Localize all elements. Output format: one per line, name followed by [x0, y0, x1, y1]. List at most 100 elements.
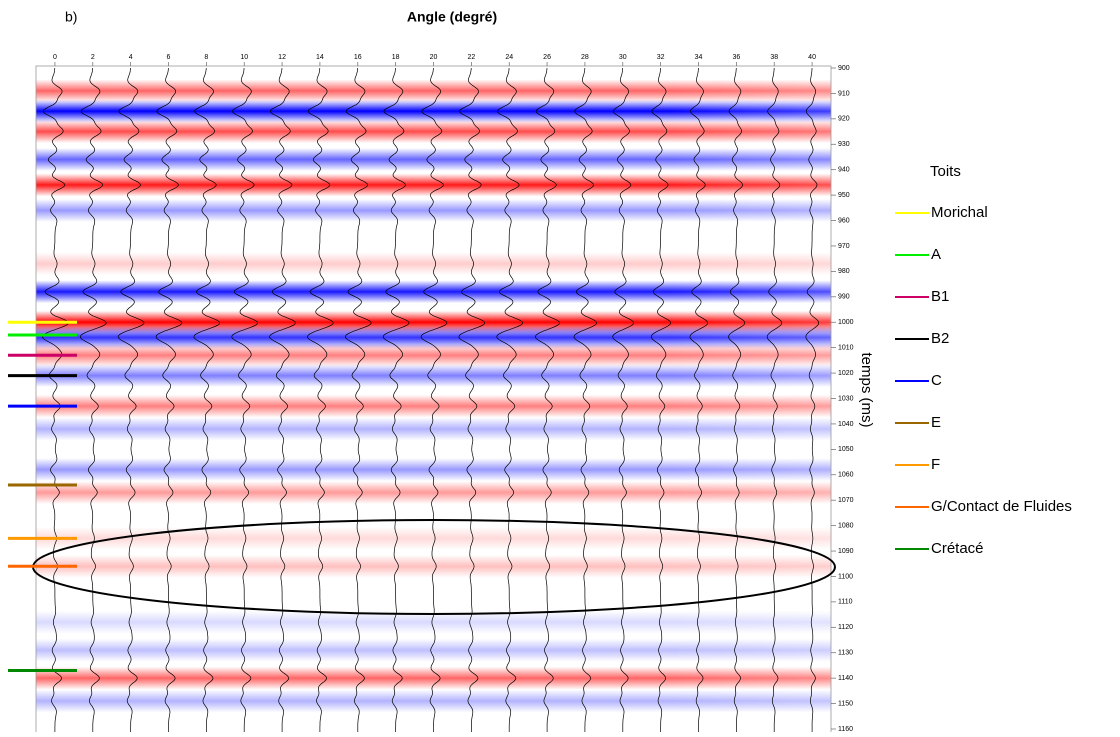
trace	[307, 67, 334, 735]
trace	[573, 68, 597, 735]
x-tick-label: 32	[657, 54, 665, 61]
y-tick-label: 990	[838, 294, 850, 301]
trace	[458, 68, 485, 735]
x-tick-label: 12	[278, 54, 286, 61]
y-tick-label: 1070	[838, 497, 854, 504]
trace	[535, 67, 560, 735]
reflector-band	[36, 326, 831, 349]
reflector-band	[36, 638, 831, 662]
trace	[420, 67, 448, 735]
reflector-band	[36, 148, 831, 171]
x-tick-label: 16	[354, 54, 362, 61]
trace	[650, 67, 671, 735]
y-tick-label: 960	[838, 217, 850, 224]
y-tick-label: 1150	[838, 700, 853, 707]
y-tick-label: 1030	[838, 395, 854, 402]
traces	[42, 67, 820, 735]
y-tick-label: 940	[838, 167, 850, 174]
x-tick-label: 2	[91, 54, 95, 61]
legend-label: E	[931, 414, 941, 431]
x-tick-label: 8	[204, 54, 208, 61]
y-tick-label: 1090	[838, 548, 854, 555]
x-tick-label: 22	[467, 54, 475, 61]
x-tick-label: 14	[316, 54, 324, 61]
legend-label: G/Contact de Fluides	[931, 498, 1072, 515]
legend-label: Morichal	[931, 204, 988, 221]
x-tick-label: 40	[808, 54, 816, 61]
reflector-band	[36, 481, 831, 505]
y-tick-label: 1060	[838, 472, 854, 479]
legend-label: Crétacé	[931, 540, 984, 557]
trace	[766, 67, 783, 735]
panel-label: b)	[65, 9, 77, 25]
trace	[728, 67, 746, 735]
x-tick-label: 20	[430, 54, 438, 61]
trace	[689, 68, 708, 735]
trace	[155, 67, 183, 735]
y-tick-label: 1110	[838, 599, 853, 606]
axes-and-legend: 0 2 4 6 8 10 12 14 16 18 20 22 24 26 28 30 32 34 36 38 40900…	[8, 54, 1072, 733]
trace	[345, 67, 372, 735]
y-tick-label: 950	[838, 192, 850, 199]
legend-label: B1	[931, 288, 949, 305]
reflector-band	[36, 79, 831, 103]
y-tick-label: 1010	[838, 344, 854, 351]
trace	[269, 67, 296, 735]
trace	[117, 67, 145, 735]
reflector-band	[36, 173, 831, 197]
y-tick-label: 1130	[838, 650, 853, 657]
y-tick-label: 900	[838, 65, 850, 72]
y-tick-label: 1160	[838, 726, 853, 732]
trace	[496, 67, 523, 735]
reflector-band	[36, 417, 831, 441]
reflector-band	[36, 364, 831, 388]
y-tick-label: 1100	[838, 573, 853, 580]
trace	[612, 67, 634, 735]
y-tick-label: 910	[838, 90, 850, 97]
trace	[805, 68, 820, 735]
y-tick-label: 1040	[838, 421, 854, 428]
reflector-bands	[36, 79, 831, 713]
reflector-band	[36, 280, 831, 304]
x-tick-label: 4	[129, 54, 133, 61]
reflector-band	[36, 198, 831, 222]
x-tick-label: 18	[392, 54, 400, 61]
x-tick-label: 28	[581, 54, 589, 61]
trace	[42, 67, 69, 735]
reflector-band	[36, 689, 831, 713]
x-tick-label: 34	[695, 54, 703, 61]
reflector-band	[36, 120, 831, 143]
trace	[382, 67, 410, 735]
x-tick-label: 38	[770, 54, 778, 61]
y-tick-label: 920	[838, 116, 850, 123]
x-tick-label: 24	[505, 54, 513, 61]
y-tick-label: 1080	[838, 522, 854, 529]
y-axis-label: temps (ms)	[858, 353, 875, 428]
reflector-band	[36, 343, 831, 367]
y-tick-label: 1050	[838, 446, 854, 453]
y-tick-label: 1000	[838, 319, 854, 326]
reflector-band	[36, 526, 831, 550]
legend-label: B2	[931, 330, 949, 347]
reflector-band	[36, 666, 831, 690]
x-tick-label: 30	[619, 54, 627, 61]
x-tick-label: 26	[543, 54, 551, 61]
reflector-band	[36, 610, 831, 634]
reflector-band	[36, 458, 831, 482]
y-tick-label: 930	[838, 141, 850, 148]
y-tick-label: 1120	[838, 624, 853, 631]
y-tick-label: 1020	[838, 370, 854, 377]
trace	[80, 67, 107, 735]
reflector-band	[36, 252, 831, 276]
x-tick-label: 10	[240, 54, 248, 61]
reflector-band	[36, 99, 831, 123]
legend-label: A	[931, 246, 941, 263]
reflector-band	[36, 554, 831, 578]
x-tick-label: 6	[167, 54, 171, 61]
reflector-band	[36, 394, 831, 418]
x-tick-label: 0	[53, 54, 57, 61]
trace	[193, 68, 220, 735]
legend-label: F	[931, 456, 940, 473]
